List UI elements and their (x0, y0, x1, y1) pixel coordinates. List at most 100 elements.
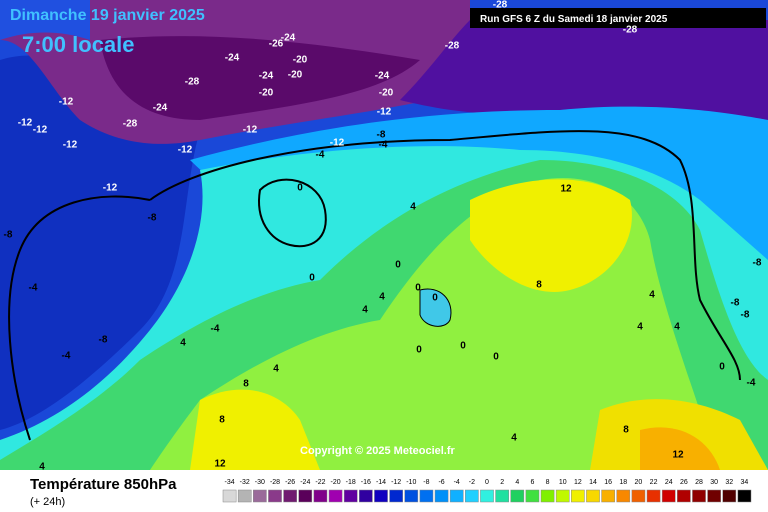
contour-label: -24 (281, 33, 296, 44)
legend-swatch (313, 489, 328, 503)
legend-swatch (298, 489, 313, 503)
contour-label: 0 (432, 293, 438, 304)
contour-label: -8 (4, 230, 13, 241)
legend-swatch (328, 489, 343, 503)
contour-label: -28 (445, 41, 460, 52)
legend-label: -28 (270, 479, 280, 486)
legend-swatch (737, 489, 752, 503)
contour-label: -8 (753, 258, 762, 269)
copyright: Copyright © 2025 Meteociel.fr (300, 445, 456, 457)
legend-label: -4 (454, 479, 460, 486)
legend-swatch (404, 489, 419, 503)
legend-swatch (449, 489, 464, 503)
legend-label: 16 (604, 479, 612, 486)
contour-label: 4 (511, 433, 517, 444)
contour-label: 4 (39, 462, 45, 473)
legend-label: -34 (225, 479, 235, 486)
legend-swatch (510, 489, 525, 503)
contour-label: -8 (731, 298, 740, 309)
legend-label: 26 (680, 479, 688, 486)
contour-label: 8 (623, 425, 629, 436)
legend-label: 34 (741, 479, 749, 486)
legend-swatch (661, 489, 676, 503)
legend-label: -18 (346, 479, 356, 486)
legend-label: 22 (650, 479, 658, 486)
legend-swatch (343, 489, 358, 503)
contour-label: -28 (493, 0, 508, 11)
legend-swatch (465, 489, 479, 503)
legend-label: -16 (361, 479, 371, 486)
contour-label: -20 (259, 88, 274, 99)
legend-label: 20 (635, 479, 643, 486)
contour-label: -20 (293, 55, 308, 66)
legend-swatch (586, 489, 600, 503)
legend-swatch (525, 489, 540, 503)
legend-swatch (722, 489, 737, 503)
legend-swatch (389, 489, 403, 503)
legend-label: -20 (331, 479, 341, 486)
legend-label: -26 (285, 479, 295, 486)
legend-swatch (540, 489, 555, 503)
legend-label: 18 (619, 479, 627, 486)
legend-label: 6 (530, 479, 534, 486)
run-box (470, 8, 766, 28)
legend-label: -32 (240, 479, 250, 486)
contour-label: 4 (410, 202, 416, 213)
legend-swatch (222, 489, 237, 503)
contour-label: 8 (536, 280, 542, 291)
legend-swatch (555, 489, 570, 503)
legend-label: 32 (725, 479, 733, 486)
contour-label: -4 (379, 140, 388, 151)
legend-label: -22 (315, 479, 325, 486)
contour-label: -28 (623, 25, 638, 36)
contour-label: -24 (225, 53, 240, 64)
contour-label: 0 (493, 352, 499, 363)
legend-swatch (283, 489, 297, 503)
contour-label: -8 (741, 310, 750, 321)
legend-swatch (495, 489, 509, 503)
map-time: 7:00 locale (22, 32, 135, 57)
legend-label: 30 (710, 479, 718, 486)
contour-label: 0 (395, 260, 401, 271)
contour-label: -12 (243, 125, 258, 136)
contour-label: 12 (560, 184, 572, 195)
contour-label: -20 (379, 88, 394, 99)
contour-label: 4 (649, 290, 655, 301)
contour-label: 0 (309, 273, 315, 284)
color-legend: -34 -32 -30 -28 -26 -24 -22 -20 -18 -16 -14 -12 -10-… (222, 479, 752, 503)
legend-label: 28 (695, 479, 703, 486)
contour-label: -4 (29, 283, 38, 294)
contour-label: -4 (747, 378, 756, 389)
contour-label: -28 (185, 77, 200, 88)
legend-swatch (374, 489, 388, 503)
legend-swatch (419, 489, 434, 503)
contour-label: 4 (273, 364, 279, 375)
contour-label: 0 (416, 345, 422, 356)
legend-swatch (237, 489, 252, 503)
legend-label: -12 (391, 479, 401, 486)
contour-label: 0 (719, 362, 725, 373)
contour-label: 4 (637, 322, 643, 333)
legend-label: 8 (546, 479, 550, 486)
contour-label: -8 (99, 335, 108, 346)
contour-label: 12 (214, 459, 226, 470)
legend-label: -14 (376, 479, 386, 486)
contour-labels: -12-12-12-12-12-8-8-4-4-8-44488124004440… (4, 0, 762, 473)
legend-swatch (480, 489, 494, 503)
variable-name: Température 850hPa (30, 476, 177, 493)
legend-label: 10 (559, 479, 567, 486)
contour-label: -8 (148, 213, 157, 224)
forecast-lead: (+ 24h) (30, 496, 65, 508)
contour-label: 4 (362, 305, 368, 316)
contour-label: -12 (33, 125, 48, 136)
contour-label: -12 (59, 97, 74, 108)
contour-label: -24 (153, 103, 168, 114)
legend-label: 12 (574, 479, 582, 486)
legend-swatch (631, 489, 646, 503)
legend-label: -10 (406, 479, 416, 486)
legend-label: -8 (423, 479, 429, 486)
contour-label: -26 (269, 39, 284, 50)
legend-label: -6 (438, 479, 444, 486)
contour-label: -12 (178, 145, 193, 156)
